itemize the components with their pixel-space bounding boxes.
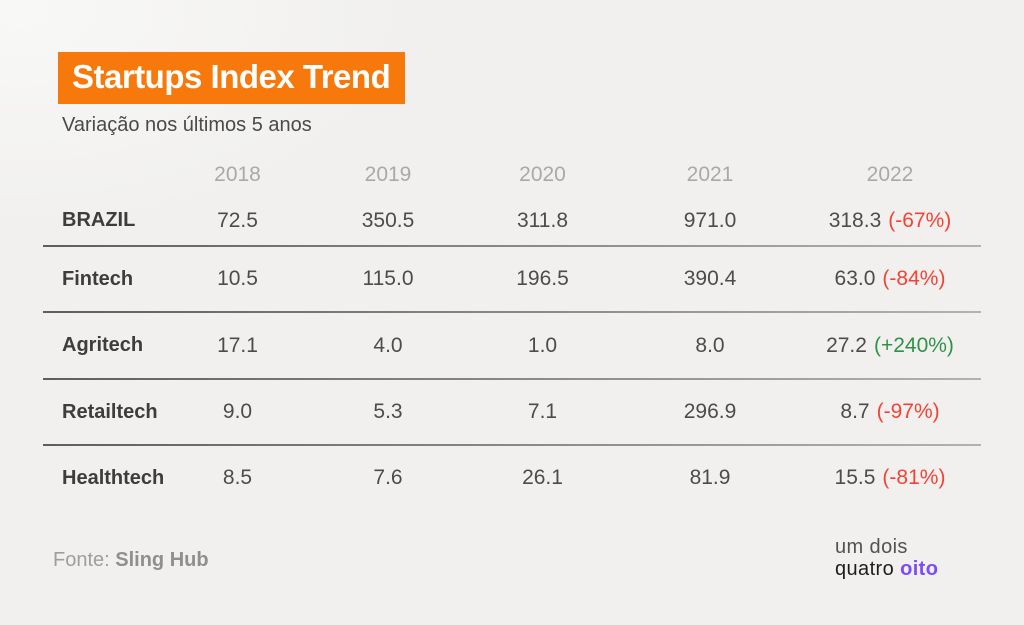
row-label: Fintech — [62, 267, 134, 290]
change-badge: (-84%) — [882, 267, 946, 290]
value-2022: 318.3 — [828, 208, 882, 232]
cell-value: 1.0 — [527, 333, 558, 357]
source-name: Sling Hub — [115, 549, 209, 571]
table-row: BRAZIL 72.5 350.5 311.8 971.0 318.3 (-67%… — [43, 196, 981, 245]
row-label: Retailtech — [62, 400, 158, 423]
change-badge: (-67%) — [888, 208, 952, 232]
brand-logo: um dois quatro oito — [835, 536, 938, 580]
row-divider — [43, 311, 981, 313]
cell-value: 390.4 — [683, 267, 737, 290]
column-header-2021: 2021 — [686, 163, 734, 186]
cell-value: 17.1 — [217, 333, 258, 357]
cell-value-2022: 8.7 (-97%) — [799, 400, 981, 424]
cell-value: 4.0 — [373, 333, 403, 357]
cell-value: 296.9 — [683, 400, 737, 423]
cell-value: 8.0 — [695, 333, 725, 357]
cell-value: 72.5 — [217, 208, 258, 232]
value-2022: 27.2 — [826, 333, 867, 357]
change-badge: (-97%) — [876, 400, 940, 423]
value-2022: 15.5 — [834, 466, 876, 489]
table-header-row: 2018 2019 2020 2021 2022 — [43, 154, 981, 196]
row-divider — [43, 378, 981, 380]
cell-value: 5.3 — [373, 400, 403, 423]
cell-value-2022: 63.0 (-84%) — [799, 267, 981, 291]
logo-line-2: quatro oito — [835, 558, 938, 580]
value-2022: 63.0 — [834, 267, 876, 290]
table-row: Retailtech 9.0 5.3 7.1 296.9 8.7 (-97%) — [43, 380, 981, 444]
cell-value: 81.9 — [689, 466, 731, 489]
cell-value: 971.0 — [683, 208, 737, 232]
subtitle: Variação nos últimos 5 anos — [62, 114, 312, 136]
cell-value: 7.6 — [373, 466, 403, 489]
row-label: BRAZIL — [62, 209, 136, 231]
column-header-2020: 2020 — [519, 163, 566, 186]
cell-value: 9.0 — [222, 400, 253, 423]
row-label: Agritech — [62, 334, 144, 356]
table-row: Healthtech 8.5 7.6 26.1 81.9 15.5 (-81%) — [43, 446, 981, 510]
logo-line-1: um dois — [835, 536, 908, 558]
cell-value: 10.5 — [217, 267, 258, 290]
value-2022: 8.7 — [840, 400, 870, 423]
change-badge: (-81%) — [882, 466, 946, 489]
table-row: Agritech 17.1 4.0 1.0 8.0 27.2 (+240%) — [43, 313, 981, 378]
row-label: Healthtech — [62, 466, 165, 489]
cell-value-2022: 27.2 (+240%) — [799, 334, 981, 358]
table-row: Fintech 10.5 115.0 196.5 390.4 63.0 (-84%… — [43, 247, 981, 311]
column-header-2022: 2022 — [866, 163, 914, 186]
change-badge: (+240%) — [873, 333, 954, 357]
header: Startups Index Trend Variação nos último… — [58, 52, 406, 137]
cell-value: 7.1 — [527, 400, 558, 423]
cell-value: 350.5 — [361, 208, 415, 232]
logo-word-oito: oito — [900, 558, 939, 580]
cell-value: 196.5 — [516, 267, 569, 290]
cell-value: 311.8 — [517, 208, 568, 232]
logo-word-quatro: quatro — [835, 558, 895, 580]
row-divider — [43, 444, 981, 446]
column-header-2018: 2018 — [214, 163, 261, 186]
startups-index-table: 2018 2019 2020 2021 2022 BRAZIL 72.5 350… — [43, 154, 981, 510]
source-label: Fonte: — [53, 549, 110, 571]
cell-value: 8.5 — [222, 466, 253, 489]
cell-value-2022: 15.5 (-81%) — [799, 466, 981, 490]
cell-value: 26.1 — [522, 466, 563, 489]
column-header-2019: 2019 — [364, 163, 412, 186]
cell-value: 115.0 — [362, 267, 414, 290]
row-divider — [43, 245, 981, 247]
source-note: Fonte: Sling Hub — [53, 549, 209, 572]
page-title: Startups Index Trend — [58, 52, 406, 104]
cell-value-2022: 318.3 (-67%) — [799, 209, 981, 233]
